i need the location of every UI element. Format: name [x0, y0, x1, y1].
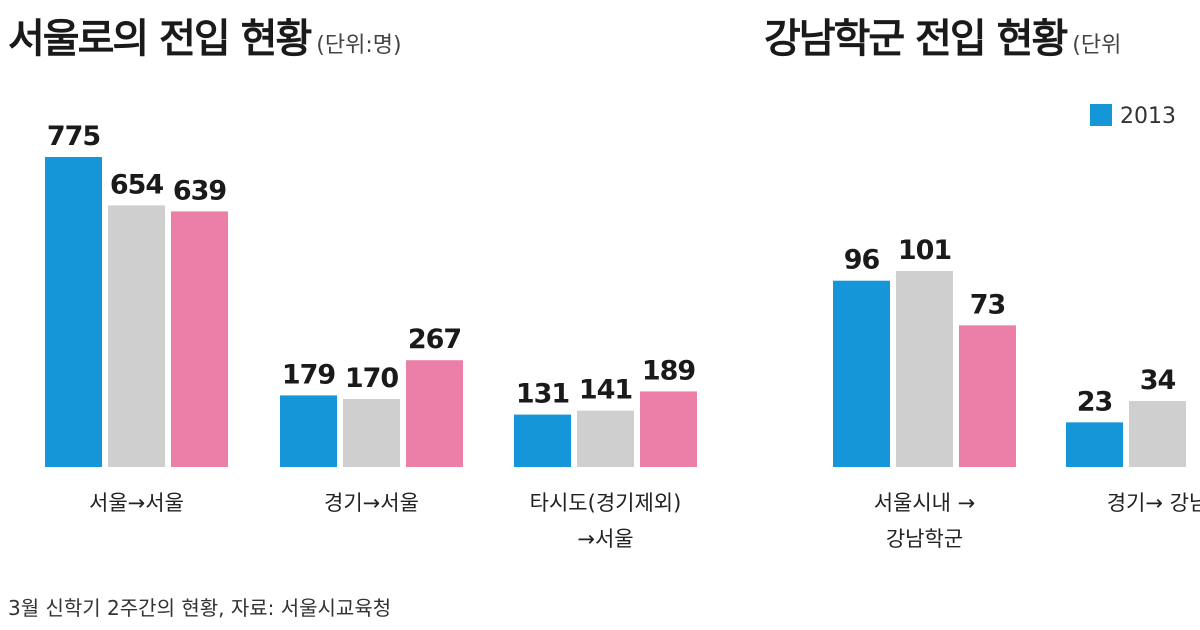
category-label: 타시도(경기제외) [530, 491, 682, 515]
bar-1-1-1 [1129, 401, 1186, 467]
right-bar-chart: 96 101 73 서울시내 → 강남학군 23 34 경기→ 강남 [833, 235, 1200, 551]
bar-0-0-2 [171, 211, 228, 467]
left-chart-panel: 서울로의 전입 현황 (단위:명) 775 654 639 서울→서울 179 170 267… [8, 6, 697, 620]
bar-value-label: 34 [1140, 365, 1176, 396]
legend-swatch-2013 [1090, 104, 1112, 126]
right-chart-title-text: 강남학군 전입 현황 [764, 16, 1068, 62]
bar-value-label: 189 [642, 355, 696, 386]
category-label: 경기→서울 [324, 491, 419, 515]
left-chart-unit: (단위:명) [316, 33, 402, 58]
bar-value-label: 170 [345, 363, 399, 394]
bar-0-2-2 [640, 391, 697, 467]
bar-0-2-1 [577, 410, 634, 467]
bar-value-label: 654 [110, 169, 164, 200]
bar-value-label: 639 [173, 175, 227, 206]
bar-0-1-1 [343, 399, 400, 467]
legend-label-2013: 2013 [1120, 104, 1176, 129]
right-chart-unit: (단위 [1072, 33, 1122, 58]
bar-1-0-1 [896, 271, 953, 467]
bar-value-label: 23 [1077, 386, 1113, 417]
bar-value-label: 775 [47, 121, 100, 152]
bar-value-label: 141 [579, 375, 632, 406]
category-label: 경기→ 강남 [1107, 491, 1200, 515]
source-note: 3월 신학기 2주간의 현황, 자료: 서울시교육청 [8, 596, 392, 620]
category-label: 강남학군 [886, 527, 963, 551]
bar-1-0-2 [959, 325, 1016, 467]
bar-value-label: 267 [408, 324, 461, 355]
bar-1-0-0 [833, 280, 890, 467]
bar-0-0-0 [45, 157, 102, 467]
bar-0-1-2 [406, 360, 463, 467]
bar-1-1-0 [1066, 422, 1123, 467]
bar-value-label: 96 [844, 245, 880, 276]
right-chart-panel: 강남학군 전입 현황 (단위 2013 96 101 73 서울시내 → 강남학군 23 34… [760, 0, 1200, 630]
category-label: →서울 [577, 527, 633, 551]
left-bar-chart: 775 654 639 서울→서울 179 170 267 경기→서울 131 141 189 타시도… [45, 121, 697, 551]
category-label: 서울→서울 [89, 491, 184, 515]
bar-value-label: 179 [282, 359, 336, 390]
right-chart-title: 강남학군 전입 현황 (단위 [764, 6, 1121, 64]
left-chart-title: 서울로의 전입 현황 (단위:명) [8, 6, 402, 64]
bar-0-1-0 [280, 395, 337, 467]
bar-value-label: 131 [516, 379, 569, 410]
right-chart-legend: 2013 [1090, 104, 1176, 129]
bar-value-label: 73 [970, 289, 1006, 320]
left-chart-title-text: 서울로의 전입 현황 [8, 16, 312, 62]
bar-0-0-1 [108, 205, 165, 467]
category-label: 서울시내 → [874, 491, 976, 515]
bar-0-2-0 [514, 414, 571, 467]
bar-value-label: 101 [898, 235, 951, 266]
